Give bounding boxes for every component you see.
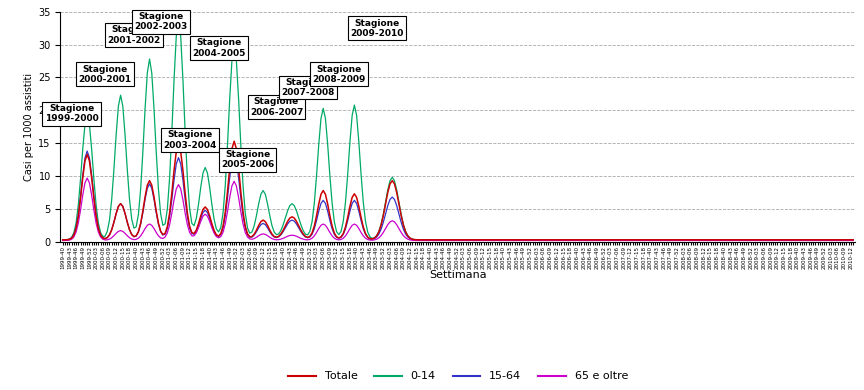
Text: Stagione
2006-2007: Stagione 2006-2007 [250,98,303,117]
Text: Stagione
1999-2000: Stagione 1999-2000 [45,104,98,124]
X-axis label: Settimana: Settimana [429,270,486,280]
Text: Stagione
2003-2004: Stagione 2003-2004 [163,130,216,150]
Text: Stagione
2004-2005: Stagione 2004-2005 [192,38,245,58]
Text: Stagione
2002-2003: Stagione 2002-2003 [134,12,187,32]
Y-axis label: Casi per 1000 assistiti: Casi per 1000 assistiti [24,73,34,181]
Text: Stagione
2009-2010: Stagione 2009-2010 [350,19,403,38]
Text: Stagione
2000-2001: Stagione 2000-2001 [79,65,131,84]
Text: Stagione
2001-2002: Stagione 2001-2002 [107,25,161,44]
Text: Stagione
2008-2009: Stagione 2008-2009 [312,65,365,84]
Text: Stagione
2007-2008: Stagione 2007-2008 [281,78,334,97]
Legend: Totale, 0-14, 15-64, 65 e oltre: Totale, 0-14, 15-64, 65 e oltre [283,367,632,386]
Text: Stagione
2005-2006: Stagione 2005-2006 [221,150,274,170]
